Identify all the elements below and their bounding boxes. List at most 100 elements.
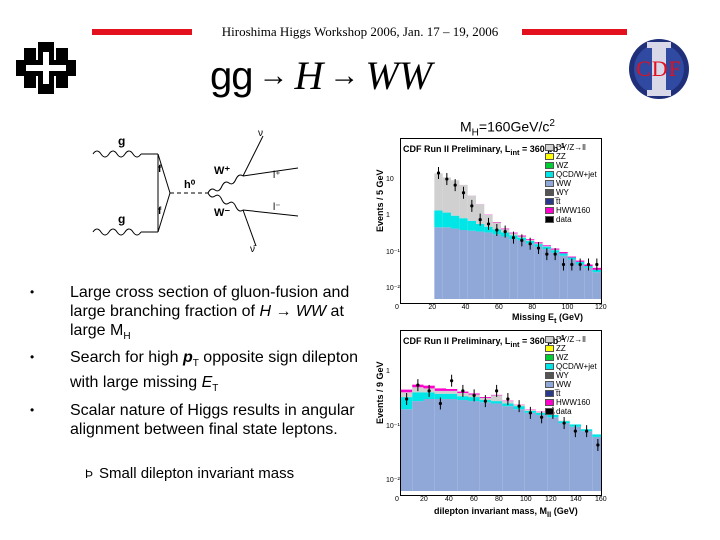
bullet-marker: • — [30, 350, 35, 365]
legend-entry: WY — [545, 371, 597, 380]
legend-entry: ZZ — [545, 344, 597, 353]
higgs-mass-label: MH=160GeV/c2 — [460, 118, 555, 139]
y-tick-label: 1 — [386, 212, 390, 219]
sub-bullet: Þ Small dilepton invariant mass — [85, 465, 294, 482]
y-tick-label: 10⁻² — [386, 477, 400, 484]
stack-bar-qcdwjet — [559, 253, 568, 256]
data-point — [503, 229, 507, 234]
gluon-line-bottom — [92, 228, 142, 236]
stack-bar-hww160 — [559, 252, 568, 254]
header-bar-right — [522, 29, 627, 35]
stack-bar-ww — [459, 230, 468, 299]
label-g-top: g — [118, 134, 126, 148]
stack-bar-qcdwjet — [457, 396, 469, 401]
data-point — [427, 389, 431, 393]
legend-swatch — [545, 216, 554, 223]
stack-bar-ww — [536, 414, 548, 491]
legend-entry: HWW160 — [545, 398, 597, 407]
stack-bar-ww — [513, 409, 525, 491]
plot-met-xlabel: Missing Et (GeV) — [512, 312, 584, 325]
data-point — [528, 411, 532, 415]
stack-bar-ww — [476, 231, 485, 299]
plot-mll-title: CDF Run II Preliminary, Lint = 360 pb-1 — [403, 333, 565, 349]
plot-mll-ylabel: Events / 9 GeV — [375, 361, 385, 424]
stack-bar-qcdwjet — [592, 434, 604, 437]
legend-label: WY — [556, 188, 569, 197]
stack-bar-hww160 — [542, 245, 551, 247]
stack-bar-qcdwjet — [412, 392, 424, 402]
legend-label: WZ — [556, 161, 569, 170]
label-w-minus: W⁻ — [214, 207, 231, 219]
x-tick-label: 20 — [420, 496, 428, 503]
legend-label: data — [556, 407, 572, 416]
x-tick-label: 100 — [561, 304, 574, 311]
legend-label: WZ — [556, 353, 569, 362]
data-point — [520, 238, 524, 242]
legend-swatch — [545, 399, 554, 406]
process-formula: gg → H → WW — [210, 52, 432, 99]
plot-met-ylabel: Events / 5 GeV — [375, 169, 385, 232]
y-tick-label: 10 — [386, 176, 394, 183]
plot-met-title: CDF Run II Preliminary, Lint = 360 pb-1 — [403, 141, 565, 157]
legend-label: DY/Z→ll — [556, 335, 586, 344]
data-point — [416, 383, 420, 387]
stack-bar-ww — [526, 243, 535, 299]
stack-bar-ww — [501, 236, 510, 299]
stack-bar-qcdwjet — [446, 393, 458, 399]
stack-bar-ww — [401, 409, 413, 491]
header-bar-left — [92, 29, 192, 35]
stack-bar-qcdwjet — [434, 393, 446, 399]
data-point — [596, 443, 600, 447]
legend-label: data — [556, 215, 572, 224]
stack-bar-ww — [592, 436, 604, 491]
legend-label: DY/Z→ll — [556, 143, 586, 152]
x-tick-label: 0 — [395, 496, 399, 503]
legend-swatch — [545, 162, 554, 169]
data-point — [405, 397, 409, 401]
plot-met-frame: CDF Run II Preliminary, Lint = 360 pb-1 … — [400, 138, 602, 304]
legend-swatch — [545, 180, 554, 187]
label-l-minus: l⁻ — [273, 202, 281, 213]
data-point — [478, 218, 482, 222]
stack-bar-dyzll — [491, 395, 503, 402]
label-nu: ν — [258, 128, 263, 139]
stack-bar-dyzll — [434, 390, 446, 394]
legend-entry: WW — [545, 380, 597, 389]
x-tick-label: 80 — [495, 496, 503, 503]
bullet-marker: • — [30, 402, 35, 417]
legend-entry: ZZ — [545, 152, 597, 161]
legend-entry: data — [545, 407, 597, 416]
stack-bar-ww — [592, 272, 601, 299]
data-point — [470, 204, 474, 208]
plot-mll-frame: CDF Run II Preliminary, Lint = 360 pb-1 … — [400, 330, 604, 496]
y-tick-label: 10⁻¹ — [386, 249, 400, 256]
x-tick-label: 60 — [470, 496, 478, 503]
data-point — [472, 393, 476, 397]
stack-bar-dyzll — [459, 184, 468, 219]
stack-bar-ww — [457, 400, 469, 491]
stack-bar-ww — [534, 246, 543, 299]
legend-entry: DY/Z→ll — [545, 335, 597, 344]
stack-bar-ww — [569, 426, 581, 491]
data-point — [562, 421, 566, 425]
data-point — [578, 262, 582, 267]
plot-met-svg — [434, 166, 601, 299]
bullet-text: Scalar nature of Higgs results in angula… — [70, 401, 355, 438]
stack-bar-ww — [484, 232, 493, 299]
legend-swatch — [545, 345, 554, 352]
legend-swatch — [545, 372, 554, 379]
cdf-logo: CDF — [628, 38, 690, 100]
data-point — [561, 262, 566, 267]
x-tick-label: 140 — [570, 496, 582, 503]
legend-swatch — [545, 354, 554, 361]
stack-bar-ww — [524, 412, 536, 491]
stack-bar-hww160 — [567, 256, 576, 258]
stack-bar-ww — [446, 399, 458, 491]
legend-swatch — [545, 198, 554, 205]
legend-entry: WZ — [545, 353, 597, 362]
stack-bar-hww160 — [401, 389, 413, 393]
y-tick-label: 10⁻¹ — [386, 423, 400, 430]
stack-bar-qcdwjet — [491, 401, 503, 404]
fermilab-logo — [16, 42, 76, 94]
stack-bar-hww160 — [446, 388, 458, 391]
